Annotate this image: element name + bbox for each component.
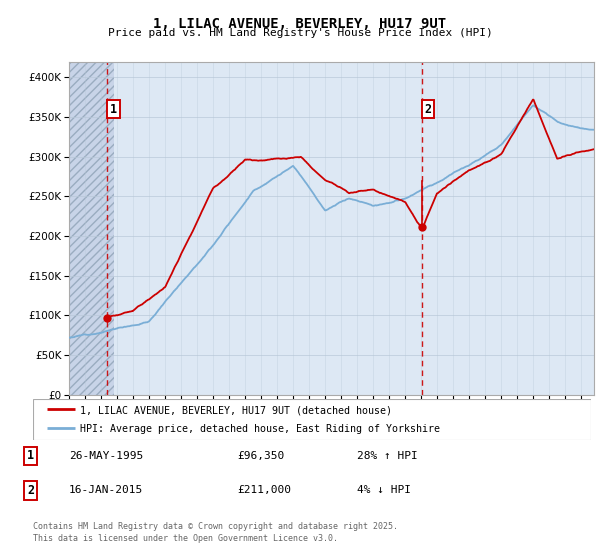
Text: 1: 1 [27, 450, 34, 463]
Text: Price paid vs. HM Land Registry's House Price Index (HPI): Price paid vs. HM Land Registry's House … [107, 28, 493, 38]
Text: 26-MAY-1995: 26-MAY-1995 [69, 451, 143, 461]
Text: £96,350: £96,350 [237, 451, 284, 461]
Text: HPI: Average price, detached house, East Riding of Yorkshire: HPI: Average price, detached house, East… [80, 424, 440, 434]
Text: Contains HM Land Registry data © Crown copyright and database right 2025.
This d: Contains HM Land Registry data © Crown c… [33, 522, 398, 543]
Text: 1, LILAC AVENUE, BEVERLEY, HU17 9UT (detached house): 1, LILAC AVENUE, BEVERLEY, HU17 9UT (det… [80, 405, 392, 415]
Text: 16-JAN-2015: 16-JAN-2015 [69, 486, 143, 496]
Text: 1: 1 [110, 102, 117, 116]
Text: £211,000: £211,000 [237, 486, 291, 496]
Text: 28% ↑ HPI: 28% ↑ HPI [357, 451, 418, 461]
Text: 2: 2 [27, 484, 34, 497]
Text: 1, LILAC AVENUE, BEVERLEY, HU17 9UT: 1, LILAC AVENUE, BEVERLEY, HU17 9UT [154, 17, 446, 31]
Text: 4% ↓ HPI: 4% ↓ HPI [357, 486, 411, 496]
Text: 2: 2 [424, 102, 431, 116]
Bar [69, 62, 114, 395]
